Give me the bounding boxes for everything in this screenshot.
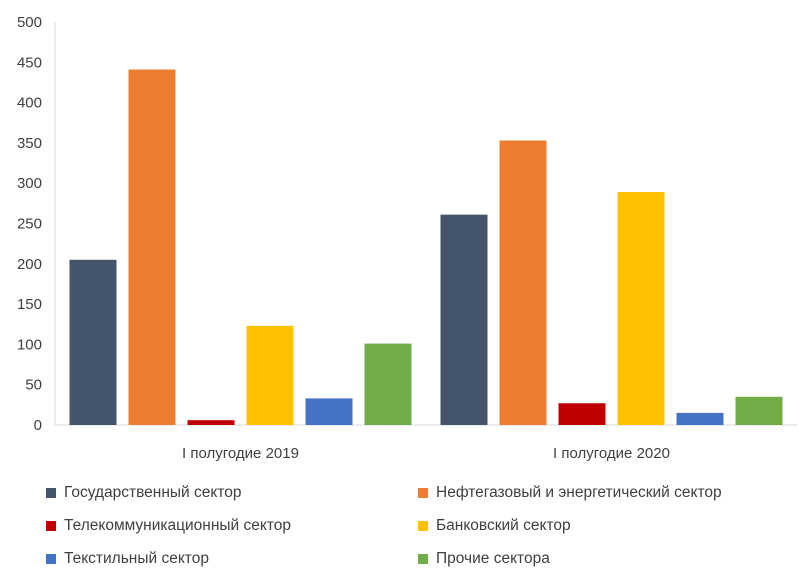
bar — [364, 343, 412, 425]
bar — [440, 214, 488, 425]
y-tick-label: 250 — [17, 216, 42, 233]
y-axis: 0 50 100 150 200 250 300 350 400 450 500 — [17, 14, 42, 434]
legend-swatch — [46, 521, 56, 531]
y-tick-label: 100 — [17, 336, 42, 353]
bars — [69, 69, 783, 425]
legend-label: Нефтегазовый и энергетический сектор — [436, 484, 722, 501]
legend-item: Текстильный сектор — [46, 550, 209, 568]
y-tick-label: 300 — [17, 175, 42, 192]
y-tick-label: 500 — [17, 14, 42, 31]
legend-item: Телекоммуникационный сектор — [46, 517, 291, 535]
x-category-label: I полугодие 2020 — [553, 445, 670, 462]
bar — [305, 398, 353, 425]
bar — [246, 325, 294, 425]
legend: Государственный сектор Нефтегазовый и эне… — [0, 482, 798, 581]
bar — [735, 396, 783, 425]
bar — [69, 259, 117, 425]
x-category-label: I полугодие 2019 — [182, 445, 299, 462]
y-tick-label: 150 — [17, 296, 42, 313]
y-tick-label: 0 — [34, 417, 42, 434]
legend-swatch — [418, 521, 428, 531]
legend-item: Нефтегазовый и энергетический сектор — [418, 484, 722, 502]
legend-swatch — [418, 554, 428, 564]
x-axis-categories: I полугодие 2019 I полугодие 2020 — [182, 445, 670, 462]
y-tick-label: 200 — [17, 256, 42, 273]
legend-label: Телекоммуникационный сектор — [64, 517, 292, 534]
legend-label: Прочие сектора — [436, 550, 550, 567]
y-tick-label: 400 — [17, 95, 42, 112]
legend-swatch — [418, 488, 428, 498]
legend-swatch — [46, 488, 56, 498]
bar — [558, 403, 606, 425]
legend-item: Прочие сектора — [418, 550, 550, 568]
bar — [128, 69, 176, 425]
bar — [676, 412, 724, 425]
bar-chart: 0 50 100 150 200 250 300 350 400 450 500 I полугод… — [17, 14, 797, 462]
legend-swatch — [46, 554, 56, 564]
legend-label: Государственный сектор — [64, 484, 242, 501]
legend-item: Государственный сектор — [46, 484, 242, 502]
y-tick-label: 50 — [25, 377, 42, 394]
bar — [187, 420, 235, 425]
y-tick-label: 450 — [17, 54, 42, 71]
legend-label: Текстильный сектор — [64, 550, 209, 567]
legend-label: Банковский сектор — [436, 517, 571, 534]
bar — [499, 140, 547, 425]
legend-item: Банковский сектор — [418, 517, 571, 535]
bar — [617, 192, 665, 425]
y-tick-label: 350 — [17, 135, 42, 152]
